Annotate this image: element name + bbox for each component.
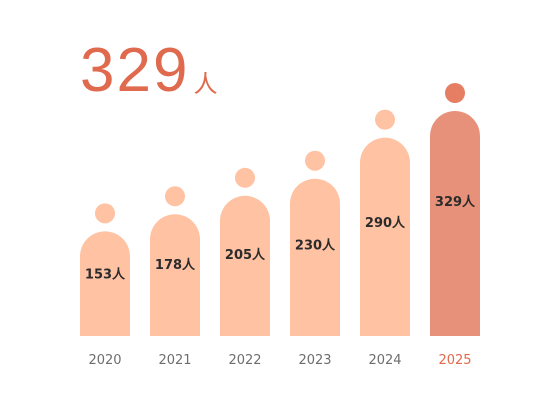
bar: [290, 178, 340, 336]
bar-head: [235, 167, 255, 188]
bar-group-2021: 178人 2021: [150, 186, 200, 368]
bar-group-2025: 329人 2025: [430, 83, 480, 368]
bar-group-2024: 290人 2024: [360, 109, 410, 368]
data-label: 153人: [85, 266, 126, 282]
x-tick-label: 2021: [158, 353, 191, 368]
headline-unit: 人: [193, 70, 218, 98]
bar-head: [445, 83, 465, 103]
data-label: 290人: [365, 215, 406, 231]
bar-group-2022: 205人 2022: [220, 167, 270, 368]
x-tick-label: 2023: [298, 353, 331, 368]
data-label: 205人: [225, 247, 266, 263]
x-tick-label: 2025: [438, 353, 471, 368]
x-tick-label: 2022: [228, 353, 261, 368]
bar: [80, 231, 130, 336]
bar-head: [305, 150, 325, 171]
bar: [360, 137, 410, 336]
bar-group-2020: 153人 2020: [80, 203, 130, 368]
data-label: 329人: [435, 194, 476, 210]
bar: [220, 195, 270, 336]
bar-head: [95, 203, 115, 224]
data-label: 230人: [295, 237, 336, 253]
headline-value: 329: [80, 36, 190, 105]
bar-head: [375, 109, 395, 130]
bar: [430, 111, 480, 336]
data-label: 178人: [155, 257, 196, 273]
bar-head: [165, 186, 185, 207]
x-tick-label: 2024: [368, 353, 401, 368]
x-tick-label: 2020: [88, 353, 121, 368]
headline-total: 329 人: [80, 40, 217, 102]
bar-group-2023: 230人 2023: [290, 150, 340, 368]
bar: [150, 214, 200, 336]
